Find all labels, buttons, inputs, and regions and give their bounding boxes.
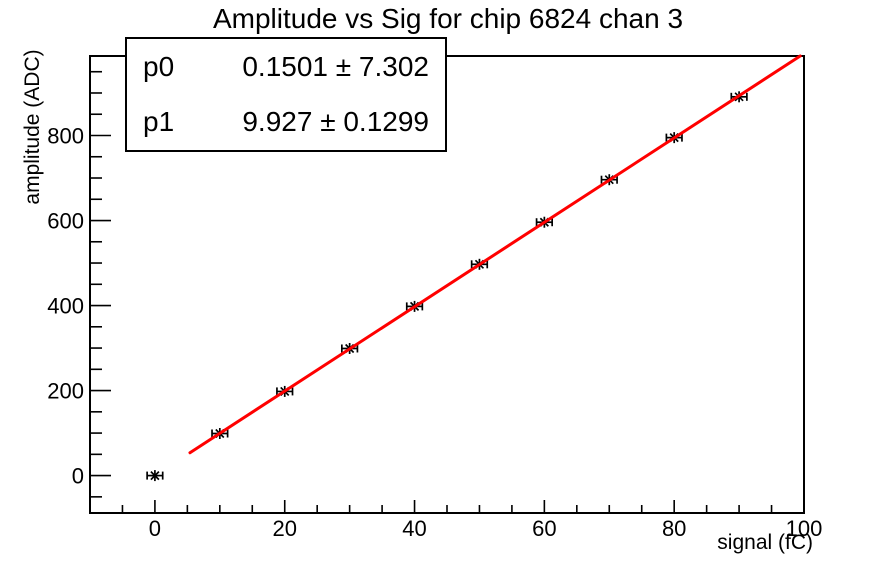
stat-row-p1: p1 9.927 ± 0.1299 — [127, 95, 445, 151]
y-axis-tick-label: 800 — [47, 123, 84, 148]
plot-title: Amplitude vs Sig for chip 6824 chan 3 — [212, 3, 684, 34]
plot-frame — [89, 55, 805, 514]
stat-param-name: p1 — [143, 106, 175, 138]
x-axis-tick-label: 100 — [786, 516, 823, 541]
y-axis-title: amplitude (ADC) — [21, 49, 44, 205]
data-point-marker — [146, 470, 164, 482]
fit-stats-box: p0 0.1501 ± 7.302 p1 9.927 ± 0.1299 — [125, 37, 447, 152]
y-axis-tick-label: 600 — [47, 209, 84, 234]
stat-param-value: 0.1501 ± 7.302 — [242, 50, 429, 82]
fit-line — [188, 54, 802, 455]
x-axis-tick-label: 60 — [532, 516, 556, 541]
y-axis-tick-label: 400 — [47, 294, 84, 319]
x-axis-tick-label: 20 — [272, 516, 296, 541]
stat-row-p0: p0 0.1501 ± 7.302 — [127, 39, 445, 95]
x-axis-tick-label: 0 — [149, 516, 161, 541]
x-axis-title: signal (fC) — [717, 531, 813, 554]
y-axis-tick-label: 200 — [47, 379, 84, 404]
y-axis-tick-label: 0 — [72, 464, 84, 489]
x-axis-tick-label: 80 — [662, 516, 686, 541]
stat-param-name: p0 — [143, 50, 175, 82]
stat-param-value: 9.927 ± 0.1299 — [242, 106, 429, 138]
x-axis-tick-label: 40 — [402, 516, 426, 541]
